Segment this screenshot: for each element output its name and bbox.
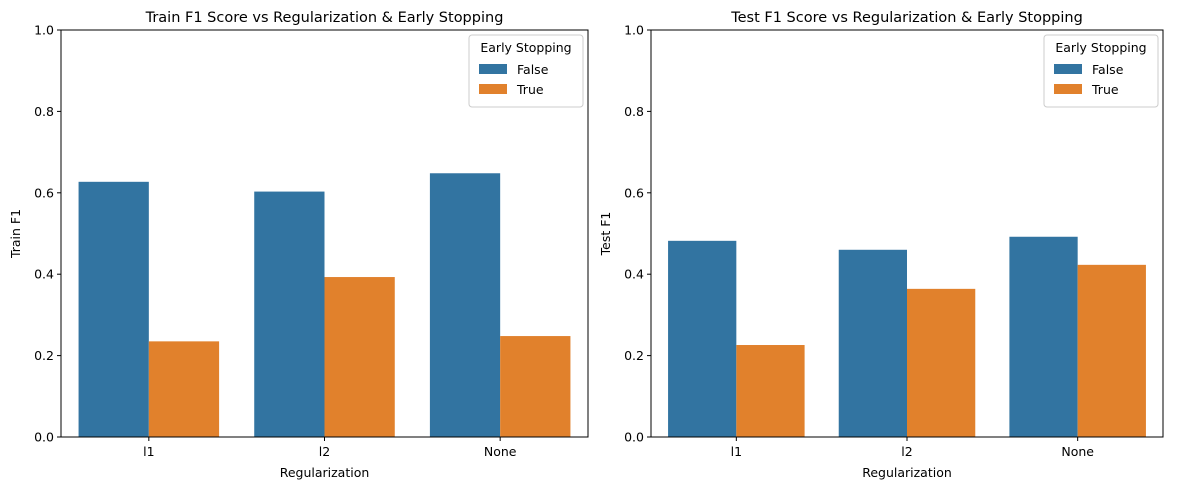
chart-panel-1: 0.0 0.2 0.4 0.6 0.8 1.0 l1 l2 None Train F1 Score… [8,10,589,480]
x-axis-label: Regularization [862,465,952,480]
x-tick-label: l2 [901,444,912,459]
y-tick-label: 1.0 [34,23,54,38]
y-axis-label: Test F1 [598,212,613,257]
legend-title: Early Stopping [1055,40,1146,55]
bar-l2-true [324,277,395,437]
bar-l1-false [78,181,149,437]
legend-label-false: False [517,62,549,77]
bar-l2-false [254,191,325,437]
bar-none-true [1077,264,1146,437]
x-axis-label: Regularization [280,465,370,480]
y-tick-label: 0.6 [624,185,644,200]
legend-swatch-true [1054,84,1082,94]
legend-label-false: False [1092,62,1124,77]
y-tick-label: 0.8 [624,104,644,119]
legend-swatch-true [479,84,507,94]
bar-l1-false [668,240,737,437]
bar-l2-false [838,249,907,437]
y-tick-label: 0.2 [34,348,54,363]
legend: Early Stopping False True [1043,34,1159,108]
y-tick-label: 0.6 [34,185,54,200]
bar-l1-true [736,345,805,437]
y-tick-label: 0.2 [624,348,644,363]
x-tick-label: l2 [319,444,330,459]
x-tick-label: None [1061,444,1094,459]
chart-title: Train F1 Score vs Regularization & Early… [145,10,504,26]
bar-none-false [1009,236,1078,437]
chart-panel-2: 0.0 0.2 0.4 0.6 0.8 1.0 l1 l2 None Test F1 Score … [598,10,1164,480]
y-tick-label: 1.0 [624,23,644,38]
legend-label-true: True [516,82,544,97]
y-tick-label: 0.0 [624,430,644,445]
y-tick-label: 0.4 [624,267,644,282]
y-tick-label: 0.0 [34,430,54,445]
x-tick-label: l1 [143,444,154,459]
x-tick-label: l1 [731,444,742,459]
x-tick-label: None [484,444,517,459]
bar-none-true [500,336,571,437]
chart-title: Test F1 Score vs Regularization & Early … [730,10,1083,26]
y-tick-label: 0.4 [34,267,54,282]
legend-title: Early Stopping [480,40,571,55]
bar-l1-true [148,341,220,437]
bar-none-false [429,173,501,437]
legend-swatch-false [1054,64,1082,74]
legend-label-true: True [1091,82,1119,97]
bar-l2-true [907,288,976,437]
y-tick-label: 0.8 [34,104,54,119]
y-axis-label: Train F1 [8,209,23,259]
legend-swatch-false [479,64,507,74]
legend: Early Stopping False True [468,34,584,108]
